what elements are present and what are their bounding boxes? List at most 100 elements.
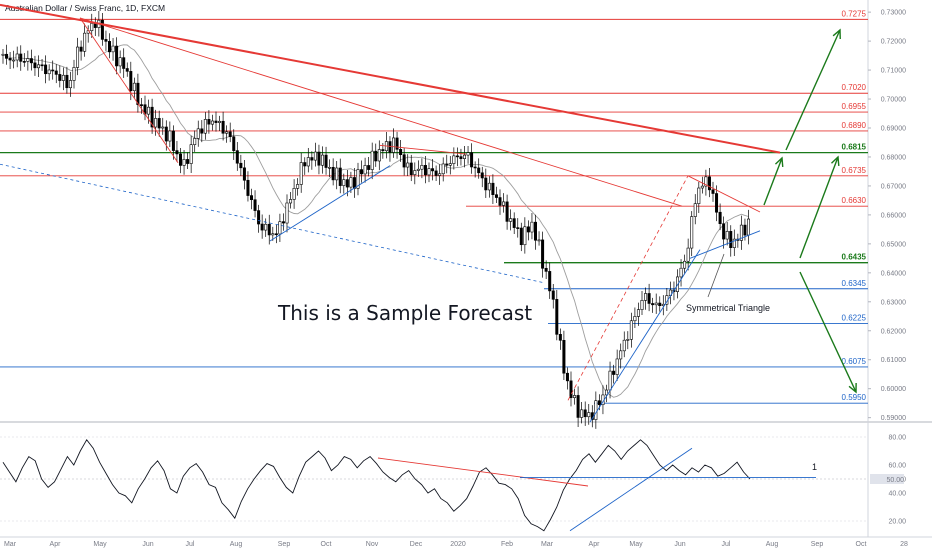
candle-body[interactable] <box>250 195 254 201</box>
candle-body[interactable] <box>363 165 367 175</box>
resistance-trendline[interactable] <box>79 17 179 164</box>
candle-body[interactable] <box>246 179 250 196</box>
candle-body[interactable] <box>108 41 112 53</box>
candle-body[interactable] <box>420 165 424 170</box>
candle-body[interactable] <box>260 223 264 231</box>
candle-body[interactable] <box>658 302 662 307</box>
candle-body[interactable] <box>186 159 190 164</box>
candle-body[interactable] <box>278 221 282 235</box>
candle-body[interactable] <box>654 302 658 306</box>
candle-body[interactable] <box>743 224 747 236</box>
candle-body[interactable] <box>530 221 534 233</box>
candle-body[interactable] <box>551 290 555 300</box>
candle-body[interactable] <box>644 293 648 301</box>
candle-body[interactable] <box>711 189 715 194</box>
candle-body[interactable] <box>281 221 285 224</box>
candle-body[interactable] <box>619 350 623 360</box>
candle-body[interactable] <box>36 64 40 69</box>
candle-body[interactable] <box>171 130 175 151</box>
candle-body[interactable] <box>423 165 427 176</box>
candle-body[interactable] <box>225 131 229 134</box>
candle-body[interactable] <box>633 316 637 322</box>
candle-body[interactable] <box>193 138 197 145</box>
candle-body[interactable] <box>54 70 58 75</box>
candle-body[interactable] <box>615 358 619 375</box>
resistance-trendline[interactable] <box>79 17 683 207</box>
candle-body[interactable] <box>164 126 168 142</box>
candle-body[interactable] <box>207 119 211 125</box>
candle-body[interactable] <box>313 151 317 161</box>
candle-body[interactable] <box>562 339 566 374</box>
candle-body[interactable] <box>129 71 133 92</box>
candle-body[interactable] <box>470 152 474 168</box>
candle-body[interactable] <box>466 152 470 156</box>
candle-body[interactable] <box>693 203 697 217</box>
candle-body[interactable] <box>200 128 204 134</box>
candle-body[interactable] <box>459 156 463 159</box>
candle-body[interactable] <box>377 149 381 162</box>
candle-body[interactable] <box>502 201 506 206</box>
candle-body[interactable] <box>647 293 651 304</box>
candle-body[interactable] <box>232 136 236 151</box>
candle-body[interactable] <box>448 163 452 166</box>
candle-body[interactable] <box>168 130 172 142</box>
forecast-arrow-up[interactable] <box>785 29 841 151</box>
candle-body[interactable] <box>5 53 9 59</box>
candle-body[interactable] <box>19 53 23 62</box>
candle-body[interactable] <box>242 167 246 181</box>
candle-body[interactable] <box>388 141 392 153</box>
candle-body[interactable] <box>395 137 399 150</box>
triangle-lower-line[interactable] <box>689 230 761 259</box>
candle-body[interactable] <box>83 32 87 52</box>
candle-body[interactable] <box>306 157 310 167</box>
candle-body[interactable] <box>406 162 410 168</box>
candle-body[interactable] <box>136 82 140 105</box>
candle-body[interactable] <box>512 218 516 228</box>
candle-body[interactable] <box>239 162 243 169</box>
candle-body[interactable] <box>299 162 303 185</box>
rsi-line[interactable] <box>2 438 751 532</box>
candle-body[interactable] <box>686 247 690 262</box>
candle-body[interactable] <box>51 69 55 72</box>
candle-body[interactable] <box>679 267 683 278</box>
candle-body[interactable] <box>331 167 335 181</box>
candle-body[interactable] <box>154 118 158 128</box>
candle-body[interactable] <box>292 188 296 200</box>
candle-body[interactable] <box>473 166 477 169</box>
candle-body[interactable] <box>544 267 548 272</box>
candle-body[interactable] <box>285 202 289 224</box>
candle-body[interactable] <box>132 82 136 92</box>
candle-body[interactable] <box>541 239 545 269</box>
candle-body[interactable] <box>345 179 349 188</box>
candle-body[interactable] <box>399 149 403 155</box>
candle-body[interactable] <box>196 128 200 139</box>
candle-body[interactable] <box>47 69 51 75</box>
candle-body[interactable] <box>33 62 37 69</box>
candle-body[interactable] <box>431 168 435 172</box>
candle-body[interactable] <box>374 150 378 162</box>
candle-body[interactable] <box>221 120 225 134</box>
candle-body[interactable] <box>214 120 218 123</box>
candle-body[interactable] <box>438 173 442 176</box>
candle-body[interactable] <box>704 176 708 187</box>
candle-body[interactable] <box>40 64 44 67</box>
candle-body[interactable] <box>44 64 48 75</box>
candle-body[interactable] <box>523 226 527 246</box>
candle-body[interactable] <box>391 137 395 153</box>
candle-body[interactable] <box>161 126 165 129</box>
candle-body[interactable] <box>210 120 214 125</box>
candle-body[interactable] <box>477 167 481 174</box>
candle-body[interactable] <box>434 170 438 176</box>
candle-body[interactable] <box>587 412 591 418</box>
candle-body[interactable] <box>445 163 449 166</box>
candle-body[interactable] <box>498 197 502 206</box>
candle-body[interactable] <box>79 46 83 52</box>
candle-body[interactable] <box>626 339 630 341</box>
candle-body[interactable] <box>452 155 456 164</box>
candle-body[interactable] <box>218 120 222 123</box>
candle-body[interactable] <box>29 58 33 64</box>
candle-body[interactable] <box>381 149 385 152</box>
candle-body[interactable] <box>147 106 151 115</box>
candle-body[interactable] <box>516 227 520 229</box>
